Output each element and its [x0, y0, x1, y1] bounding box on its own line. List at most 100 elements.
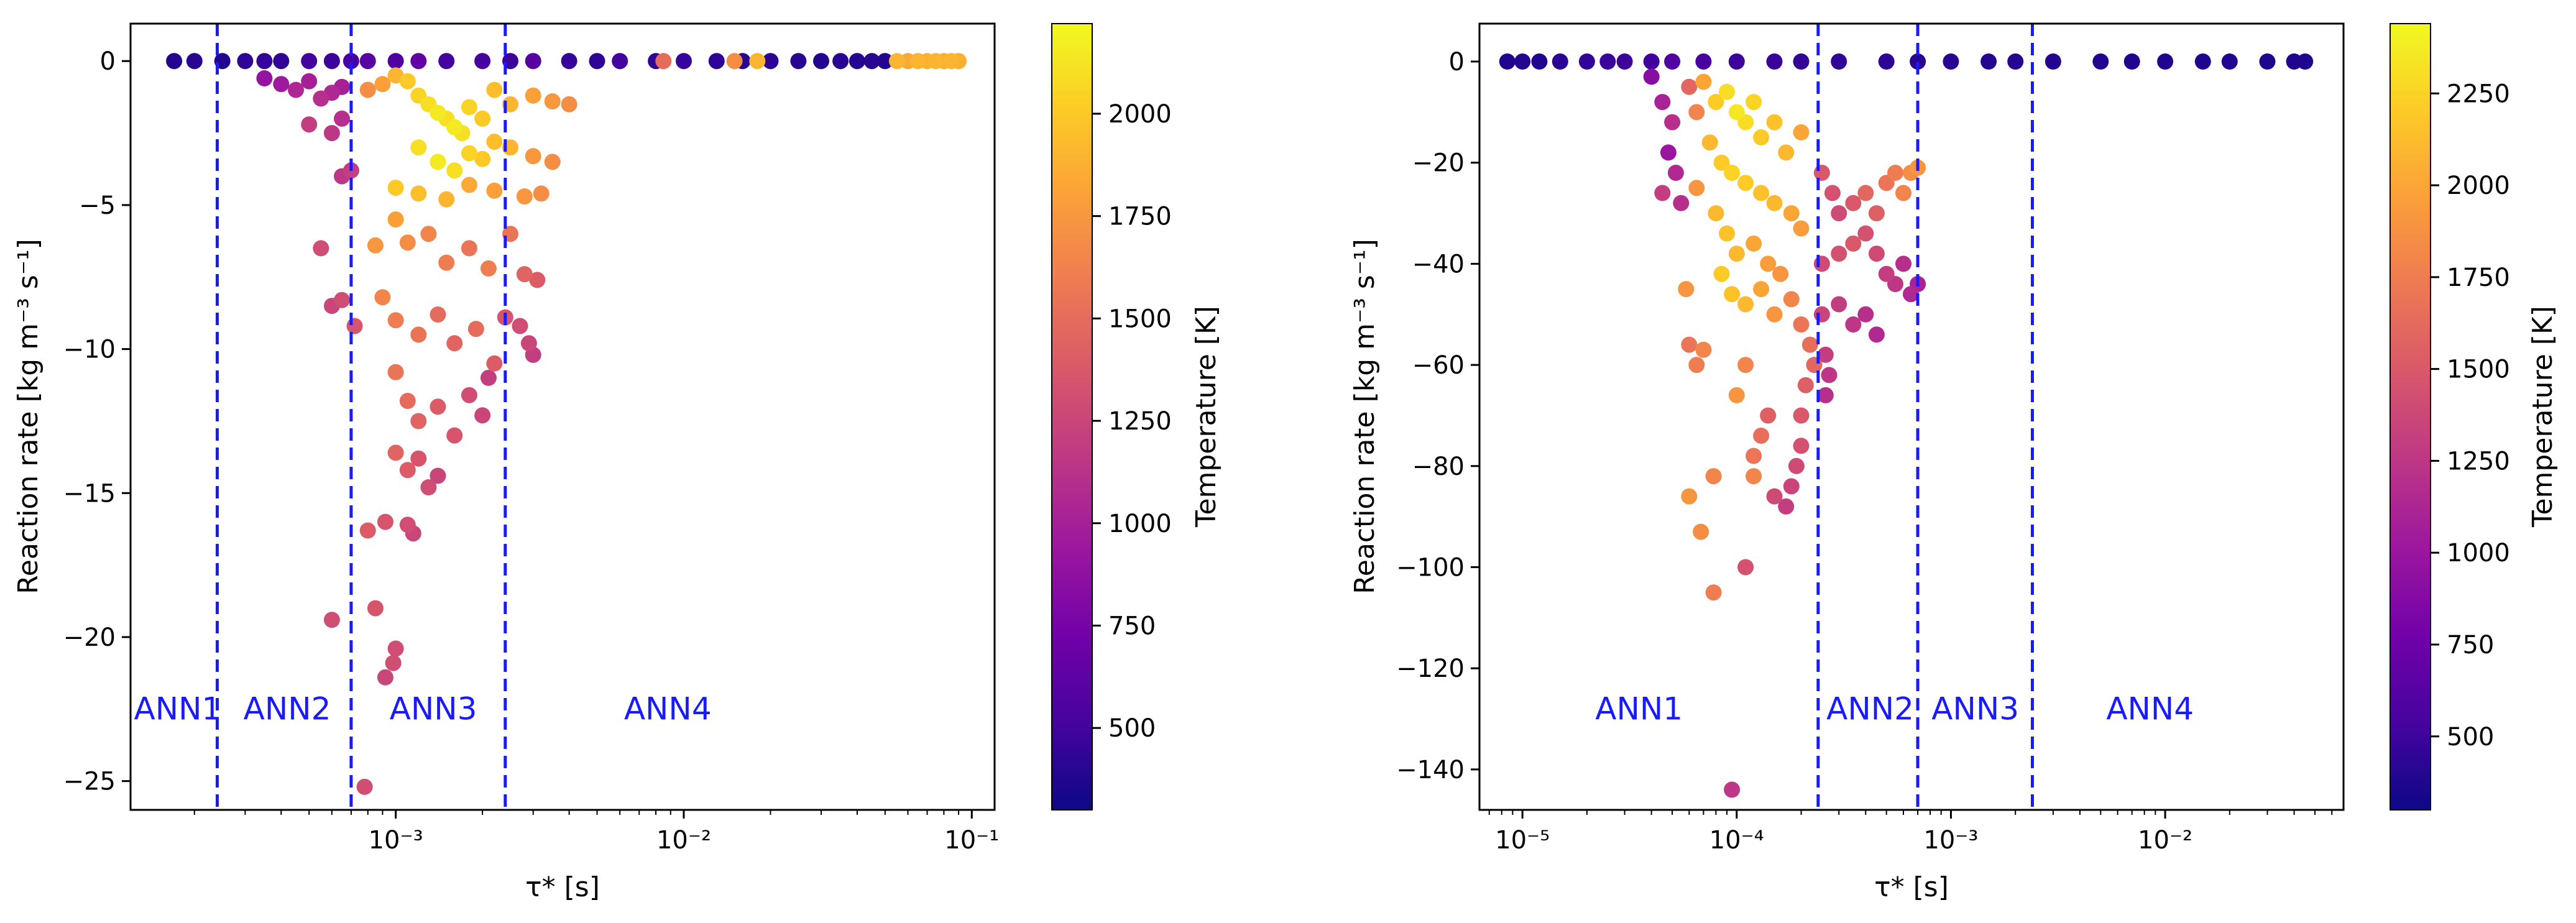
- data-point: [1643, 68, 1660, 85]
- data-point: [420, 226, 437, 242]
- data-point: [1766, 488, 1783, 505]
- colorbar-tick-label: 2000: [2447, 172, 2510, 200]
- data-point: [1857, 306, 1874, 323]
- data-point: [2123, 53, 2140, 70]
- data-point: [2092, 53, 2109, 70]
- data-point: [486, 81, 503, 98]
- data-point: [1857, 185, 1874, 201]
- y-tick-label: −15: [63, 479, 116, 508]
- data-point: [343, 53, 359, 70]
- data-point: [410, 450, 427, 467]
- data-point: [529, 272, 546, 288]
- data-point: [1845, 195, 1862, 211]
- data-point: [356, 778, 373, 795]
- data-point: [1499, 53, 1516, 70]
- data-point: [1783, 291, 1800, 308]
- data-point: [461, 99, 477, 116]
- data-point: [1719, 225, 1735, 242]
- data-point: [813, 53, 829, 70]
- data-point: [438, 191, 455, 208]
- data-point: [438, 254, 455, 271]
- data-point: [1753, 428, 1770, 444]
- data-point: [374, 76, 391, 93]
- colorbar-tick-label: 1750: [2447, 264, 2510, 292]
- y-tick-label: −120: [1396, 654, 1465, 683]
- region-label: ANN3: [390, 691, 477, 727]
- data-point: [430, 104, 446, 121]
- data-point: [1793, 53, 1810, 70]
- data-point: [525, 53, 541, 70]
- data-point: [313, 240, 329, 257]
- data-point: [1746, 448, 1762, 464]
- data-point: [301, 53, 318, 70]
- data-point: [387, 67, 404, 84]
- chart-panel-right: ANN1 ANN2 ANN3 ANN4 10⁻⁵ 10⁻⁴ 10⁻³ 10⁻² 0 −20 −4…: [1349, 22, 2559, 903]
- data-point: [387, 180, 404, 196]
- data-point: [367, 237, 384, 254]
- data-point: [1693, 523, 1709, 540]
- data-point: [323, 612, 340, 628]
- data-point: [1831, 205, 1847, 222]
- data-point: [256, 53, 273, 70]
- colorbar-gradient-right: [2390, 23, 2431, 810]
- data-point: [1514, 53, 1531, 70]
- x-axis-title-left: τ* [s]: [525, 871, 600, 903]
- y-tick-label: −20: [1412, 149, 1465, 178]
- colorbar-gradient-left: [1051, 23, 1093, 810]
- colorbar-right: 500 750 1000 1250 1500 1750 2000 2250 Temperatu…: [2390, 23, 2559, 810]
- colorbar-tick-label: 2000: [1108, 100, 1172, 129]
- x-tick-label: 10⁻²: [656, 826, 711, 855]
- data-point: [762, 53, 779, 70]
- data-point: [301, 73, 318, 90]
- data-point: [876, 53, 893, 70]
- x-axis-left: 10⁻³ 10⁻² 10⁻¹: [193, 810, 999, 855]
- colorbar-title-left: Temperature [K]: [1190, 306, 1222, 528]
- region-label: ANN1: [134, 691, 222, 727]
- colorbar-tick-label: 1000: [2447, 539, 2510, 567]
- colorbar-title-right: Temperature [K]: [2527, 306, 2559, 528]
- data-point: [1778, 144, 1795, 161]
- data-point: [1878, 265, 1895, 282]
- data-point: [1760, 407, 1777, 424]
- data-point: [1616, 53, 1633, 70]
- data-point: [1737, 296, 1754, 313]
- colorbar-tick-label: 1750: [1108, 203, 1172, 231]
- data-point: [486, 182, 503, 199]
- data-point: [708, 53, 725, 70]
- data-point: [1737, 357, 1754, 374]
- data-point: [1701, 134, 1718, 151]
- data-point: [1788, 457, 1805, 474]
- data-point: [2007, 53, 2024, 70]
- data-point: [1531, 53, 1548, 70]
- data-point: [1980, 53, 1997, 70]
- plot-frame-left: [129, 22, 996, 811]
- data-point: [1766, 306, 1783, 323]
- data-point: [1660, 144, 1677, 161]
- data-point: [1793, 438, 1810, 454]
- data-point: [1664, 114, 1681, 131]
- x-tick-label: 10⁻⁵: [1495, 826, 1550, 855]
- y-tick-label: −20: [63, 623, 116, 652]
- data-point: [334, 292, 350, 308]
- data-point: [1724, 781, 1741, 798]
- colorbar-tick-label: 1500: [2447, 356, 2510, 384]
- colorbar-tick-label: 1250: [2447, 447, 2510, 475]
- data-point: [1688, 357, 1705, 374]
- data-point: [1708, 205, 1724, 222]
- data-point: [1695, 73, 1712, 90]
- data-point: [1724, 286, 1741, 303]
- x-axis-title-right: τ* [s]: [1874, 871, 1949, 903]
- data-point: [1813, 255, 1830, 272]
- data-point: [387, 211, 404, 228]
- data-point: [1903, 286, 1919, 303]
- data-point: [399, 73, 416, 90]
- data-point: [1746, 94, 1762, 111]
- data-point: [1673, 195, 1690, 211]
- data-point: [399, 234, 416, 251]
- data-point: [1728, 387, 1745, 403]
- data-point: [1766, 195, 1783, 211]
- data-point: [1753, 281, 1770, 298]
- data-point: [359, 81, 376, 98]
- data-point: [446, 335, 463, 352]
- data-point: [561, 53, 577, 70]
